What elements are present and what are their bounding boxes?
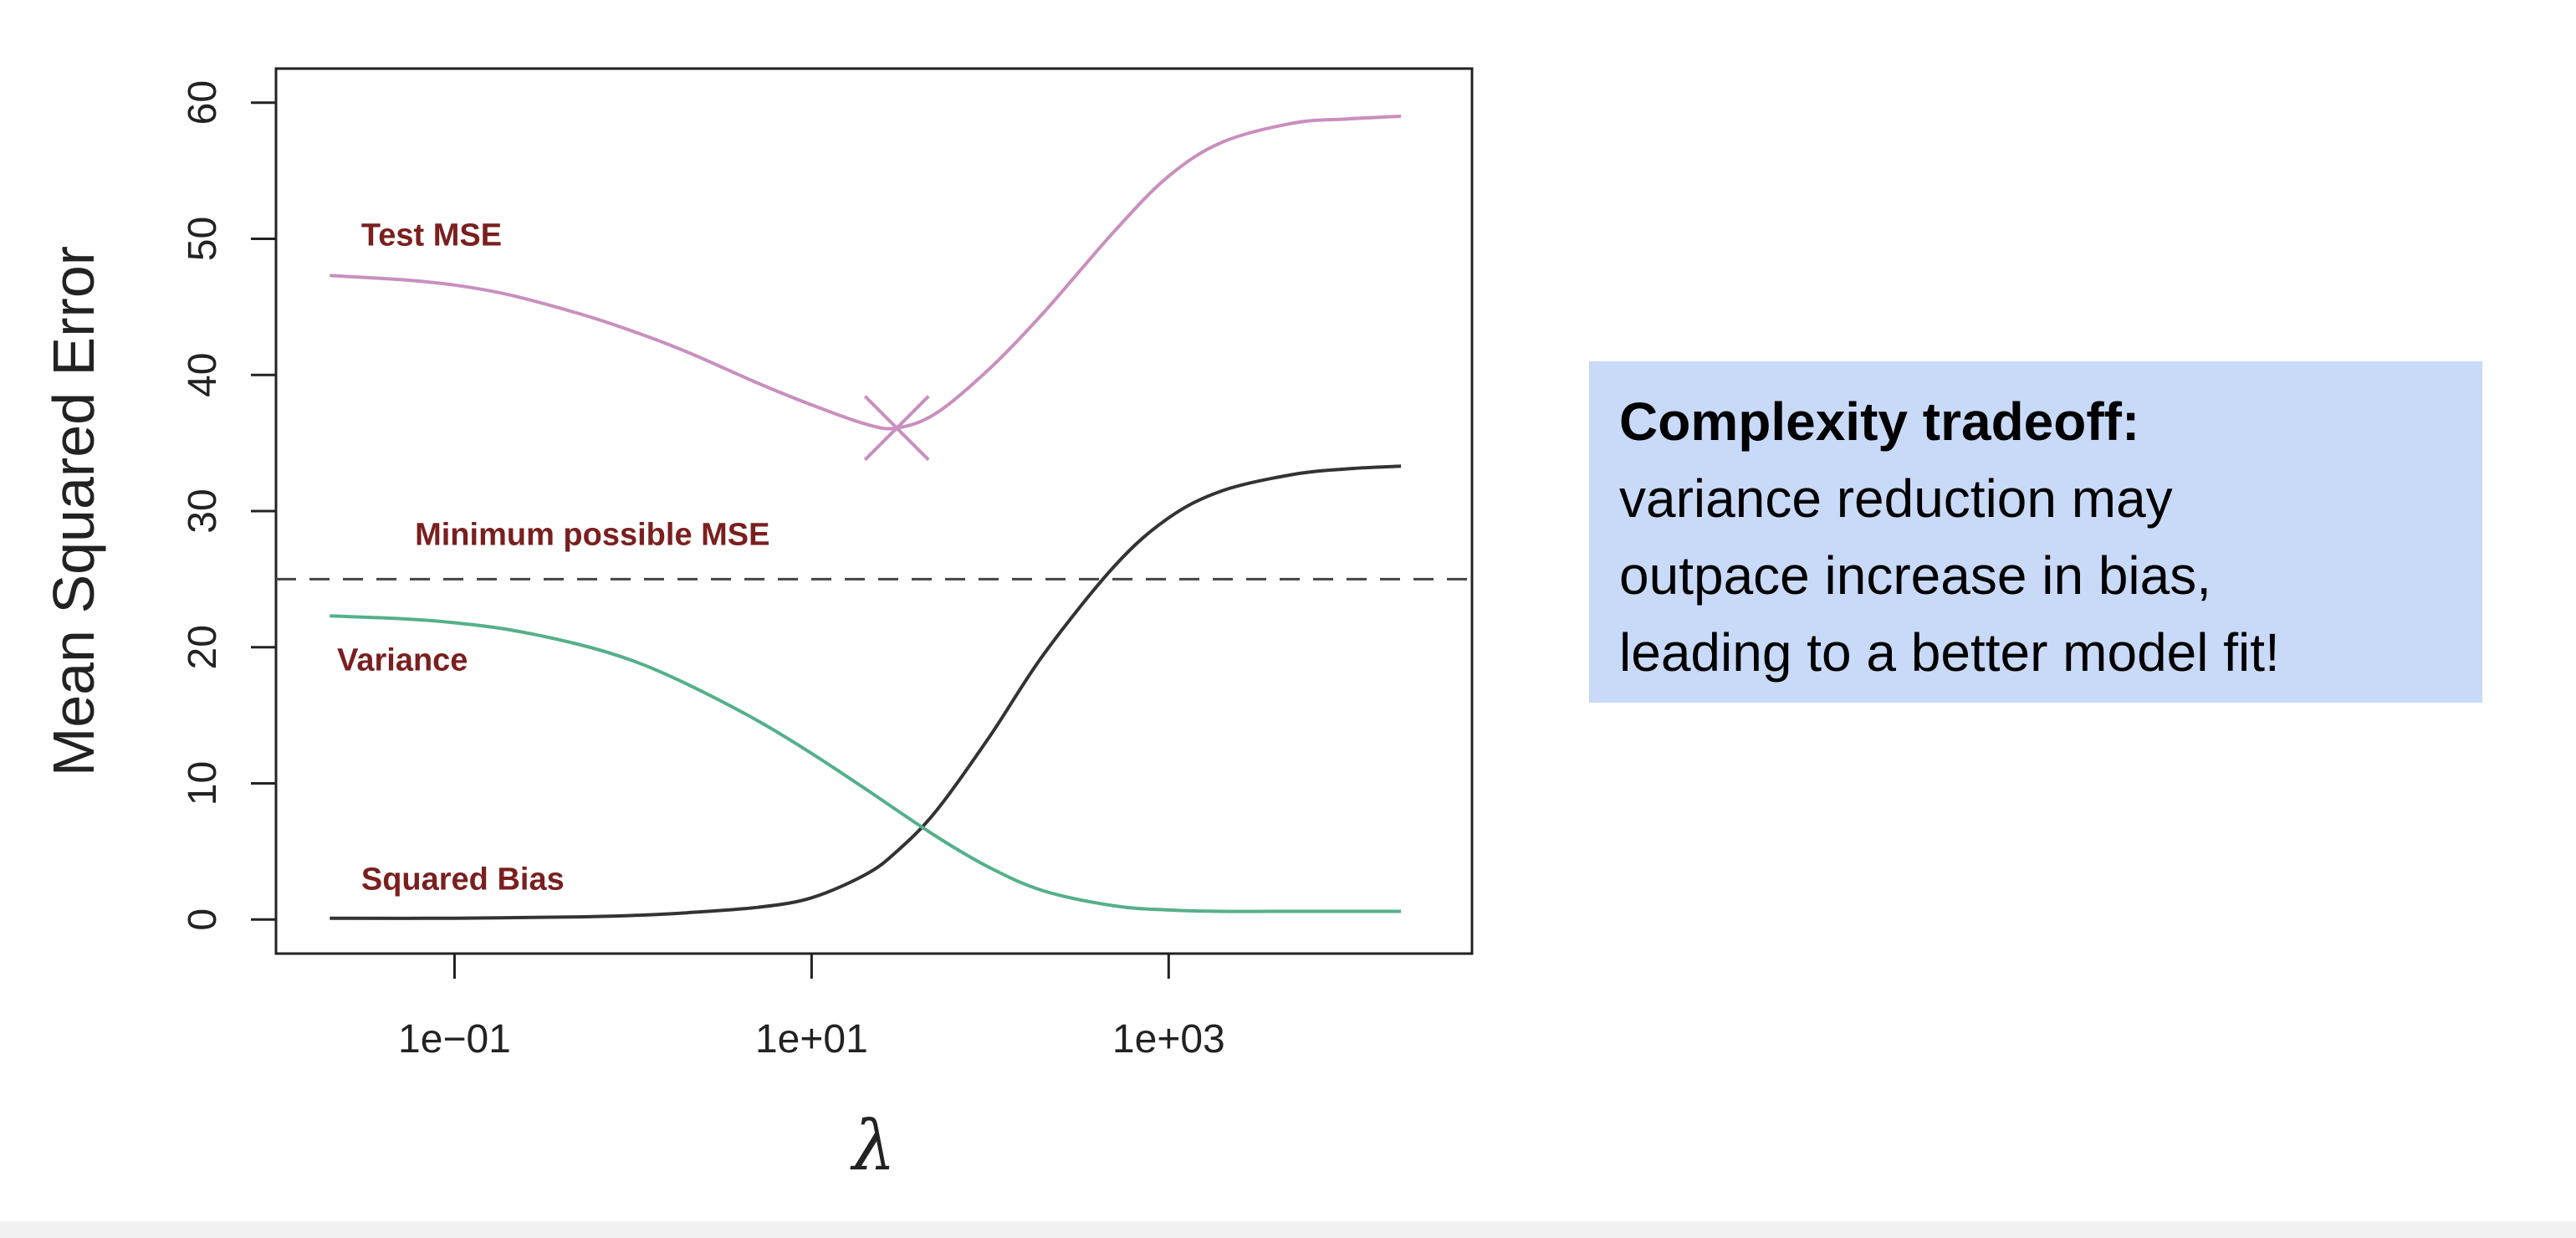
axes: 1e−01 1e+01 1e+03 0 10 20 30 40 50 60 bbox=[181, 80, 1225, 1062]
marker-group bbox=[863, 395, 930, 462]
x-axis-label: λ bbox=[850, 1107, 896, 1186]
y-axis-label: Mean Squared Error bbox=[41, 246, 106, 776]
callout-line-1: variance reduction may bbox=[1619, 468, 2173, 529]
min-test-mse-marker bbox=[863, 395, 930, 462]
x-tick-label-0: 1e−01 bbox=[398, 1017, 511, 1062]
y-tick-label-2: 20 bbox=[181, 625, 225, 669]
mse-chart: 1e−01 1e+01 1e+03 0 10 20 30 40 50 60 Test MSE Min… bbox=[41, 67, 1474, 1186]
y-tick-label-5: 50 bbox=[181, 217, 225, 261]
y-tick-label-6: 60 bbox=[181, 80, 225, 125]
annotation-minimum-possible-mse: Minimum possible MSE bbox=[415, 518, 769, 553]
annotations-group: Test MSE Minimum possible MSE Variance Squa… bbox=[337, 218, 769, 898]
bottom-strip bbox=[0, 1221, 2576, 1238]
y-tick-label-4: 40 bbox=[181, 353, 225, 397]
series-line-test-mse bbox=[330, 115, 1402, 431]
annotation-test-mse: Test MSE bbox=[361, 218, 502, 253]
marker-stroke-2 bbox=[863, 395, 930, 462]
series-line-variance bbox=[330, 614, 1402, 913]
y-tick-label-0: 0 bbox=[181, 908, 225, 931]
plot-frame bbox=[274, 67, 1474, 955]
callout-line-2: outpace increase in bias, bbox=[1619, 545, 2211, 606]
x-tick-label-1: 1e+01 bbox=[755, 1017, 868, 1062]
series-group bbox=[330, 115, 1402, 920]
y-tick-label-3: 30 bbox=[181, 489, 225, 533]
y-tick-label-1: 10 bbox=[181, 761, 225, 806]
annotation-squared-bias: Squared Bias bbox=[361, 862, 565, 897]
x-tick-label-2: 1e+03 bbox=[1112, 1017, 1225, 1062]
callout-line-3: leading to a better model fit! bbox=[1619, 622, 2280, 683]
callout-box: Complexity tradeoff: variance reduction … bbox=[1589, 361, 2482, 703]
plot-area bbox=[274, 67, 1474, 955]
callout-title: Complexity tradeoff: bbox=[1619, 391, 2140, 452]
annotation-variance: Variance bbox=[337, 642, 468, 678]
series-line-squared-bias bbox=[330, 464, 1402, 920]
